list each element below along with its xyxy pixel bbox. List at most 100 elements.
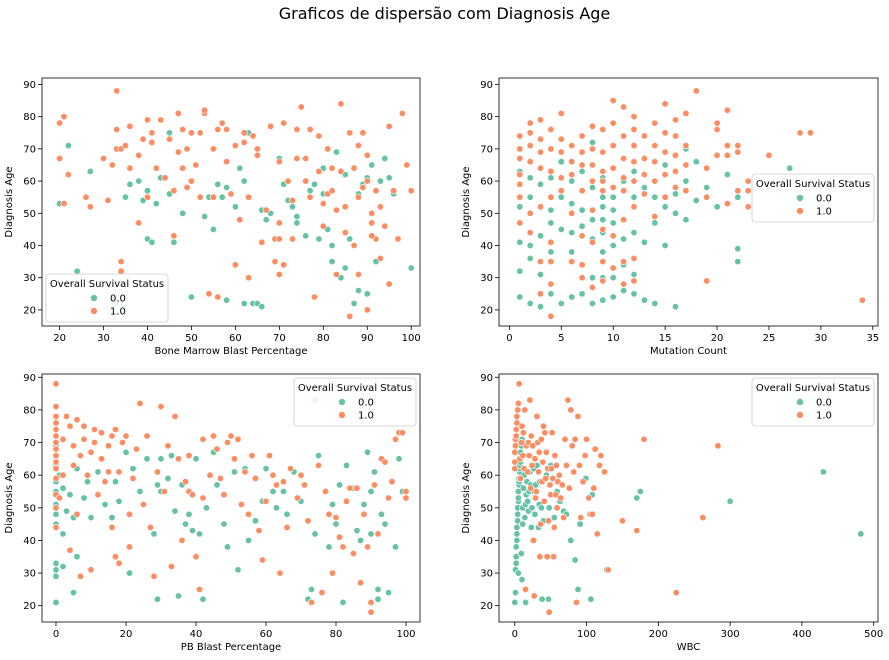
data-point: [213, 445, 221, 453]
data-point: [196, 129, 204, 137]
data-point: [630, 254, 638, 262]
y-axis-label: Diagnosis Age: [461, 166, 472, 237]
data-point: [381, 520, 389, 528]
data-point: [568, 442, 576, 450]
data-point: [189, 491, 197, 499]
data-point: [579, 478, 587, 486]
data-point: [525, 452, 533, 460]
data-point: [370, 481, 378, 489]
data-point: [223, 126, 231, 134]
data-point: [714, 442, 722, 450]
data-point: [367, 598, 375, 606]
data-point: [161, 487, 169, 495]
data-point: [528, 461, 536, 469]
data-point: [341, 264, 349, 272]
data-point: [536, 232, 544, 240]
x-tick-label: 80: [317, 333, 330, 344]
data-point: [52, 504, 60, 512]
data-point: [587, 595, 595, 603]
data-point: [314, 452, 322, 460]
data-point: [567, 406, 575, 414]
data-point: [726, 497, 734, 505]
data-point: [381, 458, 389, 466]
data-point: [359, 184, 367, 192]
y-axis-label: Diagnosis Age: [4, 462, 15, 533]
data-point: [354, 270, 362, 278]
legend-label: 1.0: [358, 411, 374, 422]
data-point: [682, 142, 690, 150]
data-point: [537, 520, 545, 528]
data-point: [529, 536, 537, 544]
data-point: [332, 206, 340, 214]
data-point: [101, 500, 109, 508]
data-point: [276, 569, 284, 577]
data-point: [59, 435, 67, 443]
data-point: [567, 536, 575, 544]
data-point: [539, 458, 547, 466]
x-tick-label: 0: [512, 629, 518, 640]
data-point: [319, 222, 327, 230]
data-point: [550, 523, 558, 531]
data-point: [532, 494, 540, 502]
data-point: [363, 448, 371, 456]
data-point: [73, 553, 81, 561]
data-point: [591, 445, 599, 453]
data-point: [547, 206, 555, 214]
data-point: [315, 167, 323, 175]
data-point: [568, 258, 576, 266]
data-point: [516, 171, 524, 179]
data-point: [376, 177, 384, 185]
data-point: [514, 569, 522, 577]
data-point: [398, 429, 406, 437]
data-point: [223, 296, 231, 304]
data-point: [87, 514, 95, 522]
data-point: [723, 200, 731, 208]
x-axis-label: Bone Marrow Blast Percentage: [154, 346, 307, 357]
data-point: [306, 126, 314, 134]
data-point: [560, 514, 568, 522]
data-point: [307, 585, 315, 593]
data-point: [576, 520, 584, 528]
data-point: [599, 187, 607, 195]
data-point: [325, 510, 333, 518]
data-point: [553, 504, 561, 512]
data-point: [599, 193, 607, 201]
data-point: [112, 478, 120, 486]
data-point: [199, 435, 207, 443]
y-tick-label: 40: [23, 536, 36, 547]
y-tick-label: 40: [480, 241, 493, 252]
data-point: [52, 452, 60, 460]
data-point: [609, 264, 617, 272]
data-point: [609, 232, 617, 240]
data-point: [630, 277, 638, 285]
data-point: [376, 203, 384, 211]
data-point: [179, 209, 187, 217]
data-point: [353, 484, 361, 492]
data-point: [126, 180, 134, 188]
data-point: [661, 148, 669, 156]
data-point: [381, 222, 389, 230]
x-tick-label: 100: [402, 333, 421, 344]
data-point: [651, 158, 659, 166]
data-point: [253, 145, 261, 153]
data-point: [220, 520, 228, 528]
legend-title: Overall Survival Status: [756, 383, 870, 394]
data-point: [157, 455, 165, 463]
data-point: [522, 598, 530, 606]
data-point: [609, 274, 617, 282]
data-point: [140, 500, 148, 508]
data-point: [170, 232, 178, 240]
legend-box: [293, 377, 417, 427]
data-point: [519, 429, 527, 437]
data-point: [550, 553, 558, 561]
data-point: [367, 530, 375, 538]
data-point: [280, 261, 288, 269]
data-point: [98, 429, 106, 437]
data-point: [542, 448, 550, 456]
data-point: [240, 129, 248, 137]
data-point: [213, 481, 221, 489]
data-point: [249, 132, 257, 140]
legend: Overall Survival Status 0.0 1.0: [751, 377, 875, 427]
data-point: [858, 296, 866, 304]
data-point: [283, 523, 291, 531]
